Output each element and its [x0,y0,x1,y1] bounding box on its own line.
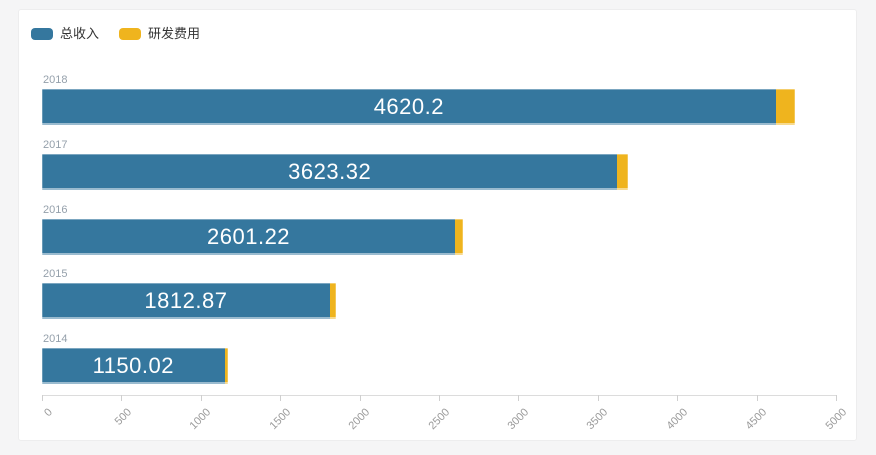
chart-legend: 总收入 研发费用 [31,27,200,40]
x-axis-tick-label: 1500 [267,406,293,433]
x-axis-labels: 0 500 1000 1500 2000 2500 3000 3500 4000 4500 5000 [41,395,849,442]
x-axis-tick [42,395,43,401]
bar-row-2014: 1150.02 [42,348,228,384]
legend-label-revenue: 总收入 [60,26,100,41]
category-label: 2017 [43,139,68,151]
bar-segment-rnd [617,154,629,190]
x-axis-tick [597,395,599,401]
x-axis-tick-label: 1000 [187,406,214,433]
x-axis-tick-label: 4500 [743,406,770,433]
category-label: 2014 [43,333,68,345]
bar-value-label: 1150.02 [92,353,174,378]
category-label: 2018 [43,74,68,86]
x-axis-tick [359,395,361,401]
bar-value-label: 3623.32 [288,159,372,184]
legend-marker-revenue-icon [31,27,53,40]
legend-marker-rnd-icon [119,27,142,40]
plot-area: 2018 4620.2 2017 3623.32 2016 2601.22 2015 1812… [42,10,836,442]
x-axis-tick [756,395,758,401]
x-axis-tick [836,395,837,401]
bar-segment-rnd [455,219,464,255]
bar-segment-revenue: 3623.32 [42,154,618,190]
x-axis-tick-label: 2000 [346,406,373,433]
x-axis-tick-label: 0 [41,406,55,420]
x-axis-tick-label: 4000 [664,406,690,433]
bar-segment-revenue: 1150.02 [42,348,225,384]
x-axis-tick [518,395,520,401]
bar-row-2017: 3623.32 [42,154,629,190]
bar-row-2016: 2601.22 [42,219,464,255]
bar-value-label: 4620.2 [373,94,444,119]
chart-card: 总收入 研发费用 2018 4620.2 2017 3623.32 2016 2601.2… [18,9,857,441]
x-axis-tick-label: 500 [112,406,135,428]
bar-segment-revenue: 1812.87 [42,283,330,319]
x-axis-tick [280,395,282,401]
x-axis-tick [200,395,202,401]
x-axis-tick-label: 3500 [584,406,611,433]
bar-segment-revenue: 2601.22 [42,219,456,255]
bar-value-label: 1812.87 [144,288,228,313]
x-axis-tick-label: 2500 [425,406,452,433]
x-axis-tick-label: 5000 [822,406,849,433]
bar-segment-rnd [329,283,337,319]
bar-segment-rnd [775,89,795,125]
legend-label-rnd: 研发费用 [148,26,201,41]
bar-segment-rnd [224,348,228,384]
bar-value-label: 2601.22 [207,224,291,249]
x-axis-tick [439,395,440,401]
x-axis-tick [121,395,123,401]
category-label: 2015 [43,268,68,280]
bar-row-2015: 1812.87 [42,283,337,319]
category-label: 2016 [43,204,68,216]
legend-item-rnd[interactable]: 研发费用 [119,27,200,40]
legend-item-revenue[interactable]: 总收入 [31,27,99,40]
x-axis-tick [677,395,679,401]
bar-segment-revenue: 4620.2 [42,89,776,125]
x-axis-tick-label: 3000 [505,406,532,433]
bar-row-2018: 4620.2 [42,89,795,125]
